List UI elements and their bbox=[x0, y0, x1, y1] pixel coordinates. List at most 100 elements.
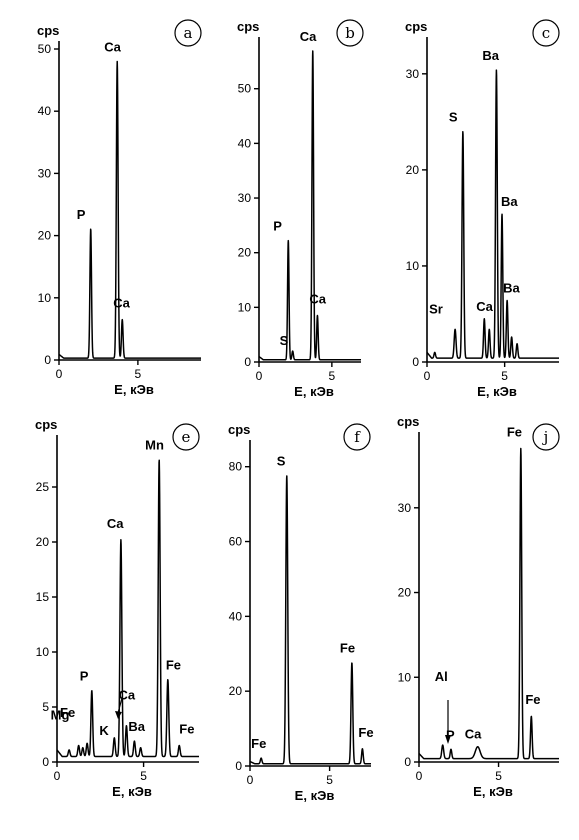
y-tick-label: 10 bbox=[406, 259, 420, 273]
y-tick-label: 0 bbox=[42, 755, 49, 769]
peak-label: Sr bbox=[429, 301, 443, 316]
y-axis-label: cps bbox=[35, 417, 57, 432]
panel-f: 0 20 40 60 80 0 5 cps E, кЭв Fe S Fe Fe f bbox=[228, 422, 374, 803]
peak-label: Fe bbox=[340, 641, 355, 656]
y-tick-label: 80 bbox=[229, 460, 243, 474]
peak-label: Ca bbox=[113, 296, 130, 311]
x-tick-label: 5 bbox=[135, 367, 142, 381]
y-axis-label: cps bbox=[397, 414, 419, 429]
y-tick-label: 0 bbox=[244, 355, 251, 369]
peak-label: Al bbox=[435, 669, 448, 684]
peak-label: S bbox=[277, 454, 286, 469]
peak-label: Fe bbox=[60, 705, 75, 720]
spectrum-line-a bbox=[58, 60, 202, 359]
x-tick-label: 0 bbox=[256, 369, 263, 383]
peak-label: Ba bbox=[128, 719, 145, 734]
svg-text:f: f bbox=[354, 428, 361, 446]
peak-label: P bbox=[446, 727, 455, 742]
peak-label: K bbox=[99, 723, 109, 738]
svg-text:j: j bbox=[542, 428, 549, 446]
spectrum-line-e bbox=[56, 459, 200, 758]
peak-label: Ca bbox=[309, 292, 326, 307]
y-tick-label: 20 bbox=[238, 246, 252, 260]
y-tick-label: 20 bbox=[398, 586, 412, 600]
svg-text:b: b bbox=[345, 24, 355, 42]
y-tick-label: 30 bbox=[238, 191, 252, 205]
peak-label: P bbox=[80, 669, 89, 684]
peak-label: Mg bbox=[51, 708, 70, 723]
panel-b: 0 10 20 30 40 50 0 5 cps E, кЭв P S Ca Ca b bbox=[237, 19, 364, 399]
y-axis-label: cps bbox=[228, 422, 250, 437]
svg-text:c: c bbox=[542, 24, 550, 42]
peak-label: Ca bbox=[118, 688, 135, 703]
y-tick-label: 15 bbox=[36, 590, 50, 604]
y-tick-label: 20 bbox=[38, 229, 52, 243]
y-tick-label: 20 bbox=[406, 163, 420, 177]
y-tick-label: 50 bbox=[238, 82, 252, 96]
axes-c bbox=[426, 37, 559, 363]
peak-label: Ca bbox=[104, 39, 121, 54]
panel-c: 0 10 20 30 0 5 cps E, кЭв Sr S Ca Ba Ba Ba c bbox=[405, 19, 560, 399]
y-tick-label: 10 bbox=[36, 645, 50, 659]
x-axis-label: E, кЭв bbox=[473, 784, 513, 799]
spectrum-line-b bbox=[258, 50, 362, 361]
axes-b bbox=[258, 37, 361, 363]
y-tick-label: 10 bbox=[238, 300, 252, 314]
panel-badge-a: a bbox=[174, 19, 202, 47]
panel-badge-f: f bbox=[343, 423, 371, 451]
y-tick-label: 0 bbox=[44, 353, 51, 367]
peak-label: P bbox=[77, 207, 86, 222]
y-tick-label: 40 bbox=[238, 136, 252, 150]
x-axis-label: E, кЭв bbox=[477, 384, 517, 399]
svg-text:a: a bbox=[184, 24, 193, 42]
ca-arrow bbox=[117, 697, 123, 714]
x-tick-label: 5 bbox=[329, 369, 336, 383]
y-tick-label: 0 bbox=[412, 355, 419, 369]
y-tick-label: 0 bbox=[404, 755, 411, 769]
panel-j: 0 10 20 30 0 5 cps E, кЭв Al P Ca Fe Fe j bbox=[397, 414, 560, 799]
spectrum-line-f bbox=[249, 475, 372, 765]
y-axis-label: cps bbox=[37, 23, 59, 38]
y-tick-label: 40 bbox=[229, 609, 243, 623]
y-tick-label: 20 bbox=[229, 684, 243, 698]
peak-label: Fe bbox=[525, 692, 540, 707]
x-tick-label: 0 bbox=[416, 769, 423, 783]
y-axis-label: cps bbox=[237, 19, 259, 34]
y-tick-label: 10 bbox=[398, 670, 412, 684]
y-tick-label: 50 bbox=[38, 42, 52, 56]
peak-label: Ca bbox=[300, 29, 317, 44]
y-tick-label: 30 bbox=[406, 67, 420, 81]
x-tick-label: 0 bbox=[54, 769, 61, 783]
y-axis-label: cps bbox=[405, 19, 427, 34]
peak-label: S bbox=[280, 333, 289, 348]
ca-arrow-head bbox=[115, 711, 122, 719]
y-tick-label: 30 bbox=[38, 166, 52, 180]
peak-label: Ba bbox=[501, 194, 518, 209]
panel-badge-b: b bbox=[336, 19, 364, 47]
panel-badge-e: e bbox=[172, 423, 200, 451]
peak-label: Fe bbox=[166, 658, 181, 673]
axes-a bbox=[58, 41, 201, 361]
peak-label: Ca bbox=[465, 727, 482, 742]
y-tick-label: 0 bbox=[235, 759, 242, 773]
peak-label: Fe bbox=[507, 424, 522, 439]
y-tick-label: 20 bbox=[36, 535, 50, 549]
peak-label: Fe bbox=[251, 736, 266, 751]
panel-e: 0 5 10 15 20 25 0 5 cps E, кЭв Mg P K Ca Ca Ba Mn Fe Fe Fe e bbox=[35, 417, 200, 799]
peak-label: Ba bbox=[482, 48, 499, 63]
x-axis-label: E, кЭв bbox=[294, 384, 334, 399]
y-tick-label: 40 bbox=[38, 104, 52, 118]
panel-a: 0 10 20 30 40 50 0 5 cps E, кЭв P Ca Ca a bbox=[37, 19, 202, 397]
x-tick-label: 5 bbox=[326, 773, 333, 787]
x-tick-label: 0 bbox=[247, 773, 254, 787]
x-tick-label: 5 bbox=[501, 369, 508, 383]
spectrum-line-c bbox=[426, 69, 560, 359]
x-axis-label: E, кЭв bbox=[295, 788, 335, 803]
y-tick-label: 10 bbox=[38, 291, 52, 305]
spectrum-line-j bbox=[418, 447, 560, 760]
x-tick-label: 0 bbox=[56, 367, 63, 381]
peak-label: Ca bbox=[107, 516, 124, 531]
panel-badge-j: j bbox=[532, 423, 560, 451]
y-tick-label: 30 bbox=[398, 501, 412, 515]
